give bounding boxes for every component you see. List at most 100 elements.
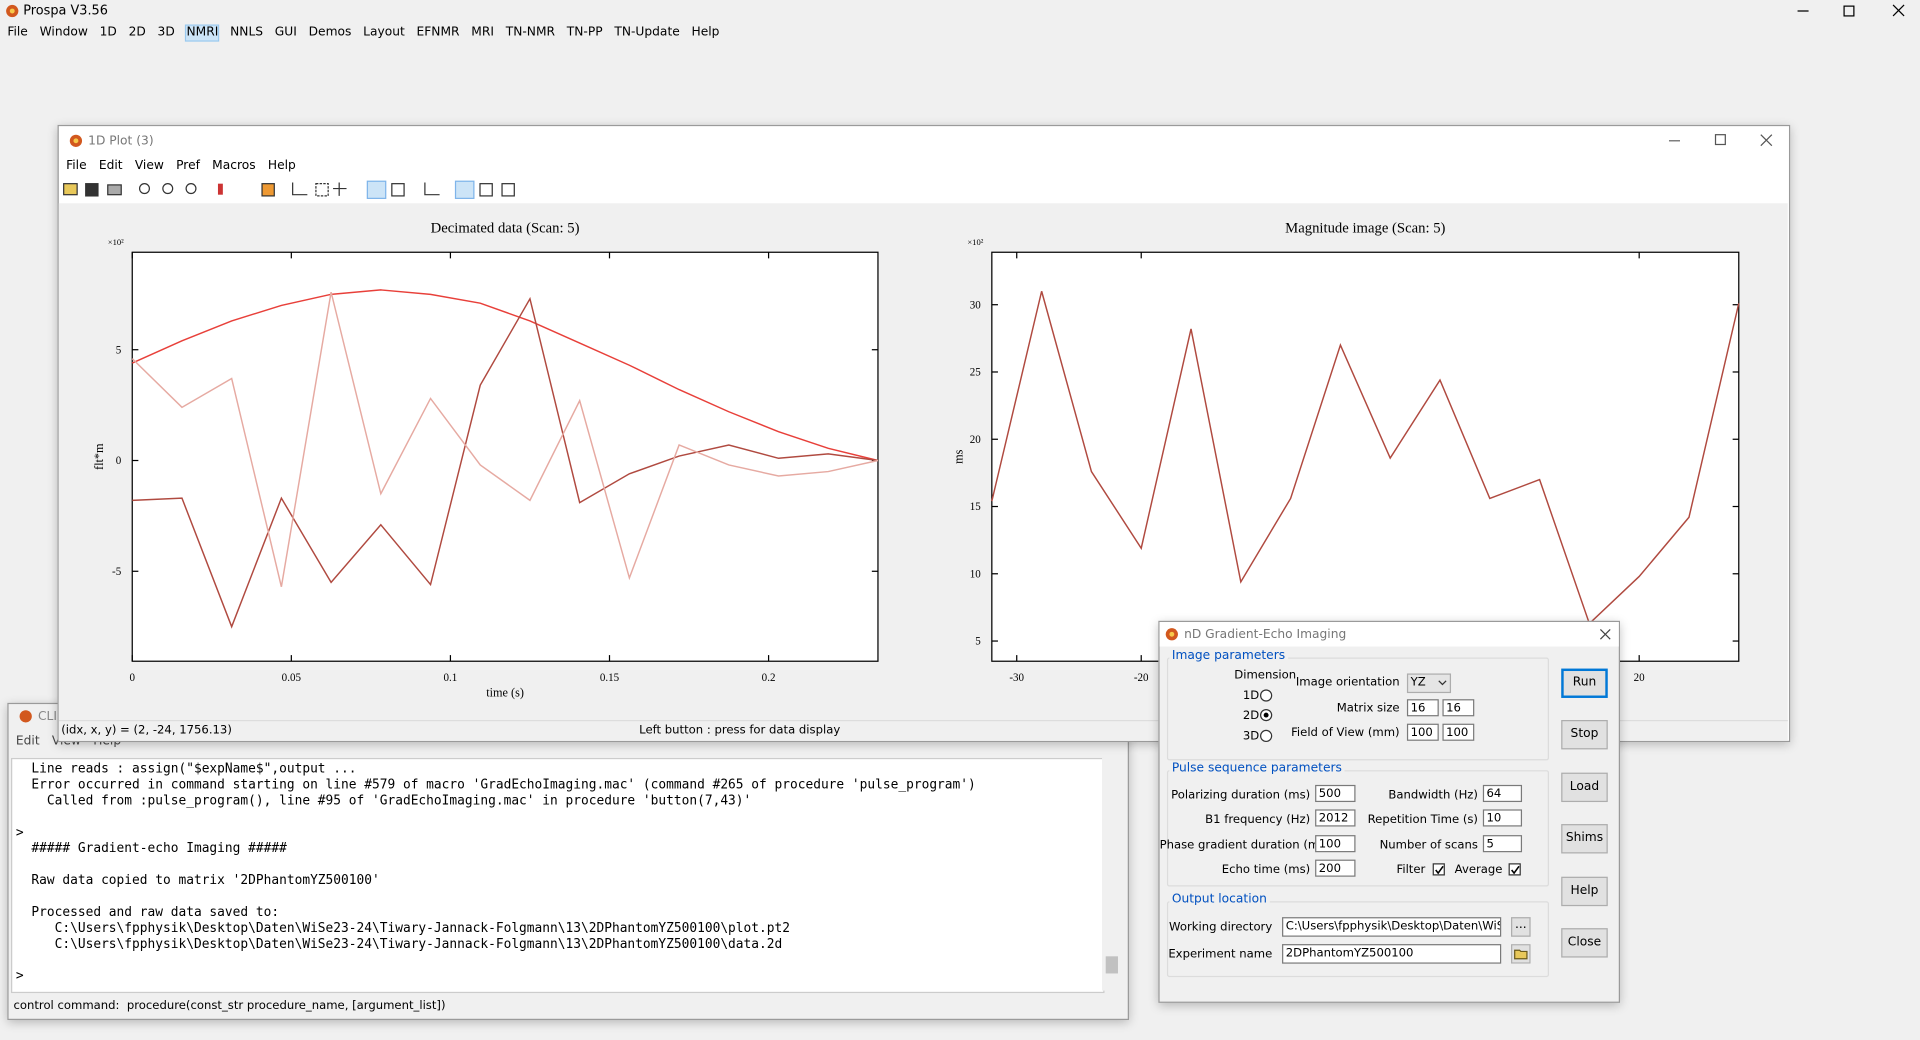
folder-button[interactable]: [1511, 944, 1531, 964]
checkmark: [1511, 865, 1520, 875]
scroll-thumb[interactable]: [1105, 956, 1118, 974]
x-tick-label: -30: [1009, 672, 1024, 684]
menu-item[interactable]: EFNMR: [416, 25, 460, 40]
menu-item[interactable]: File: [66, 159, 87, 173]
label: 2D: [1242, 708, 1260, 723]
label: Matrix size: [1336, 701, 1400, 716]
menu-item[interactable]: NNLS: [230, 25, 264, 40]
y-tick-label: 0: [116, 455, 122, 467]
toolbar[interactable]: [59, 179, 549, 201]
scrollbar[interactable]: [1102, 757, 1122, 991]
menu-item[interactable]: GUI: [274, 25, 297, 40]
y-tick-label: -5: [112, 566, 122, 578]
gradient-echo-dialog: nD Gradient-Echo Imaging Image parameter…: [1158, 620, 1620, 1003]
plot-window-title: 1D Plot (3): [88, 134, 154, 149]
menu-item[interactable]: TN-NMR: [505, 25, 556, 40]
button[interactable]: Load: [1561, 772, 1608, 803]
input[interactable]: 5: [1482, 835, 1523, 853]
menu-item[interactable]: Layout: [363, 25, 405, 40]
menu-item[interactable]: 2D: [128, 25, 146, 40]
input[interactable]: C:\Users\fpphysik\Desktop\Daten\WiSe23-2: [1282, 917, 1502, 937]
cli-line: Line reads : assign("$expName$",output .…: [15, 761, 357, 777]
checkmark: [1435, 865, 1444, 875]
cli-line: ##### Gradient-echo Imaging #####: [15, 841, 287, 856]
cli-status: control command: procedure(const_str pro…: [9, 996, 1079, 1017]
x-tick-label: 0: [129, 672, 135, 684]
group-box: [1166, 770, 1549, 887]
y-tick-label: 5: [975, 636, 981, 648]
radio-checked[interactable]: [1260, 708, 1273, 722]
label: Image orientation: [1295, 675, 1400, 690]
group-label: Pulse sequence parameters: [1169, 761, 1345, 776]
y-tick-label: 5: [116, 344, 122, 356]
plot-title: Decimated data (Scan: 5): [431, 221, 580, 237]
plot-window-controls[interactable]: [1663, 131, 1785, 151]
menu-item[interactable]: 1D: [99, 25, 117, 40]
radio[interactable]: [1260, 729, 1273, 743]
menu-item[interactable]: TN-PP: [566, 25, 603, 40]
group-box: [1166, 657, 1549, 761]
menu-item[interactable]: 3D: [157, 25, 175, 40]
input[interactable]: 2DPhantomYZ500100: [1282, 944, 1502, 964]
button[interactable]: Help: [1561, 876, 1608, 907]
y-tick-label: 15: [970, 501, 982, 513]
x-tick-label: 0.15: [600, 672, 620, 684]
menu-item[interactable]: Window: [39, 25, 88, 40]
menu-item[interactable]: TN-Update: [614, 25, 680, 40]
x-tick-label: 0.05: [282, 672, 302, 684]
app-title: Prospa V3.56: [23, 3, 108, 19]
menu-item[interactable]: NMRI: [185, 24, 220, 42]
input[interactable]: 200: [1315, 859, 1356, 877]
menu-item[interactable]: Demos: [308, 25, 352, 40]
menu-item[interactable]: Macros: [212, 159, 256, 173]
radio[interactable]: [1260, 689, 1273, 702]
window-controls[interactable]: [1788, 0, 1920, 22]
label: Working directory: [1169, 920, 1273, 935]
cli-line: Error occurred in command starting on li…: [15, 777, 976, 793]
menu-item[interactable]: View: [134, 159, 164, 173]
x-axis-label: time (s): [486, 686, 524, 700]
app-icon: [6, 4, 19, 18]
menu-item[interactable]: Help: [691, 25, 720, 40]
menu-item[interactable]: File: [7, 25, 28, 40]
input[interactable]: 16: [1442, 699, 1475, 717]
data-line: [131, 291, 879, 587]
input[interactable]: 100: [1315, 835, 1356, 853]
cli-output: Line reads : assign("$expName$",output .…: [11, 757, 1105, 994]
label: 3D: [1242, 729, 1260, 744]
orientation-select[interactable]: YZ: [1406, 673, 1452, 694]
menu-item[interactable]: MRI: [471, 25, 494, 40]
browse-button[interactable]: ...: [1511, 917, 1531, 937]
x-tick-label: 0.1: [444, 672, 458, 684]
dialog-title: nD Gradient-Echo Imaging: [1184, 628, 1347, 642]
y-axis-label: flt*m: [92, 443, 106, 470]
status-left: (idx, x, y) = (2, -24, 1756.13): [61, 723, 232, 738]
input[interactable]: 500: [1315, 784, 1356, 803]
cli-line: Called from :pulse_program(), line #95 o…: [15, 793, 752, 809]
input[interactable]: 64: [1482, 784, 1523, 803]
input[interactable]: 100: [1442, 723, 1475, 741]
button[interactable]: Run: [1561, 668, 1608, 698]
menu-item[interactable]: Pref: [176, 159, 200, 173]
button[interactable]: Close: [1561, 928, 1608, 958]
dialog-icon: [1165, 628, 1178, 641]
x-tick-label: -20: [1134, 672, 1149, 684]
plot-icon: [69, 134, 83, 147]
input[interactable]: 16: [1406, 699, 1439, 717]
status-text: procedure(const_str procedure_name, [arg…: [126, 999, 446, 1013]
label: Phase gradient duration (ms): [1159, 838, 1330, 853]
input[interactable]: 2012: [1315, 809, 1356, 827]
menu-item[interactable]: Help: [267, 159, 296, 173]
dialog-close[interactable]: [1598, 627, 1613, 642]
button[interactable]: Stop: [1561, 720, 1608, 750]
checkbox-checked[interactable]: [1432, 863, 1445, 876]
label: Experiment name: [1168, 947, 1273, 962]
input[interactable]: 10: [1482, 809, 1523, 827]
button[interactable]: Shims: [1561, 824, 1608, 854]
menu-item[interactable]: Edit: [15, 734, 40, 749]
menu-item[interactable]: Edit: [98, 159, 123, 173]
input[interactable]: 100: [1406, 723, 1439, 741]
checkbox-checked[interactable]: [1508, 863, 1521, 876]
label: Echo time (ms): [1221, 863, 1311, 877]
